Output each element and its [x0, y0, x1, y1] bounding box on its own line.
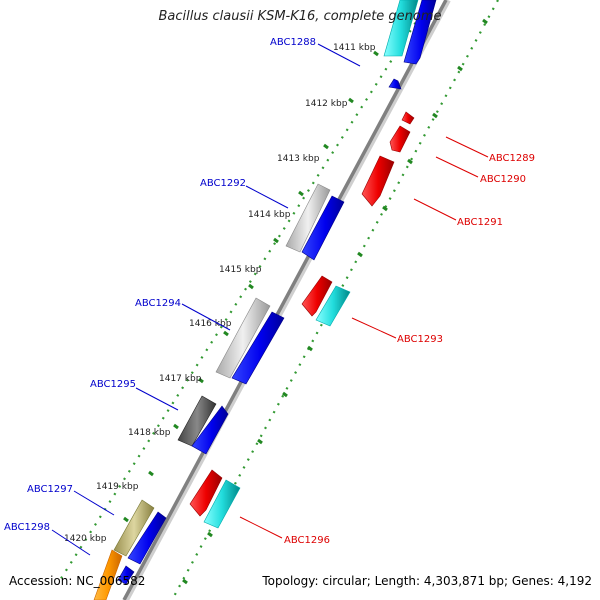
gene-label-abc1288[interactable]: ABC1288: [270, 37, 316, 48]
gene-abc1297-arrow[interactable]: [127, 511, 167, 565]
leader-line-abc1294: [181, 303, 231, 331]
genome-summary: Topology: circular; Length: 4,303,871 bp…: [262, 574, 592, 588]
leader-line-abc1291: [413, 198, 457, 221]
gene-label-abc1296[interactable]: ABC1296: [284, 535, 330, 546]
gene-abc1292-arrow[interactable]: [301, 195, 345, 261]
gene-abc1288-feature[interactable]: [383, 0, 419, 57]
gene-abc1293-arrow[interactable]: [315, 285, 351, 327]
kbp-label: 1416 kbp: [189, 319, 232, 329]
leader-line-abc1289: [445, 136, 489, 158]
tick-mark: [323, 143, 329, 150]
kbp-labels: 1411 kbp 1412 kbp 1413 kbp 1414 kbp 1415…: [64, 43, 376, 544]
tick-mark: [373, 50, 379, 57]
gene-labels: ABC1288 ABC1289 ABC1290 ABC1291 ABC1292 …: [4, 37, 535, 546]
tick-mark: [198, 377, 204, 384]
tick-mark: [307, 345, 313, 352]
tick-mark: [182, 578, 188, 585]
tick-mark: [482, 18, 488, 25]
gene-label-abc1290[interactable]: ABC1290: [480, 174, 526, 185]
leader-line-abc1293: [351, 317, 397, 339]
kbp-label: 1412 kbp: [305, 99, 348, 109]
kbp-label: 1414 kbp: [248, 210, 291, 220]
tick-mark: [282, 391, 288, 398]
kbp-label: 1411 kbp: [333, 43, 376, 53]
leader-line-abc1297: [73, 490, 115, 516]
genome-backbone-shadow: [123, 0, 451, 600]
gene-abc1298-arrow[interactable]: [117, 565, 135, 585]
gene-abc1294-feature[interactable]: [215, 297, 271, 379]
gene-label-abc1297[interactable]: ABC1297: [27, 484, 73, 495]
tick-mark: [273, 237, 279, 244]
tick-mark: [248, 283, 254, 290]
genome-backbone: [122, 0, 448, 600]
kbp-label: 1418 kbp: [128, 428, 171, 438]
kbp-label: 1417 kbp: [159, 374, 202, 384]
inner-dotted-circle: [59, 0, 431, 581]
tick-mark: [298, 190, 304, 197]
kbp-label: 1419 kbp: [96, 482, 139, 492]
tick-mark: [357, 251, 363, 258]
tick-mark: [257, 438, 263, 445]
tick-mark: [173, 423, 179, 430]
leader-line-abc1298: [51, 529, 91, 556]
tick-mark: [148, 470, 154, 477]
gene-abc1298-feature[interactable]: [93, 549, 123, 600]
leader-line-abc1292: [245, 185, 289, 209]
tick-mark: [348, 97, 354, 104]
gene-abc1288-arrow[interactable]: [403, 0, 437, 65]
tick-mark: [223, 330, 229, 337]
gene-label-abc1292[interactable]: ABC1292: [200, 178, 246, 189]
kbp-label: 1420 kbp: [64, 534, 107, 544]
gene-label-abc1289[interactable]: ABC1289: [489, 153, 535, 164]
tick-mark: [407, 158, 413, 165]
gene-abc1294-arrow[interactable]: [231, 311, 285, 385]
accession-label: Accession: NC_006582: [9, 574, 146, 588]
gene-abc1289-feature[interactable]: [401, 111, 415, 125]
gene-abc1296-arrow[interactable]: [203, 479, 241, 529]
gene-label-abc1291[interactable]: ABC1291: [457, 217, 503, 228]
leader-line-abc1296: [239, 516, 283, 539]
gene-abc1297-feature[interactable]: [113, 499, 155, 557]
gene-abc1290-feature[interactable]: [389, 125, 411, 153]
gene-abc1291-feature[interactable]: [361, 155, 395, 207]
gene-abc1295-arrow[interactable]: [191, 405, 229, 455]
gene-label-abc1298[interactable]: ABC1298: [4, 522, 50, 533]
tick-mark: [457, 65, 463, 72]
gene-abc1289-small-arrow[interactable]: [388, 78, 402, 90]
gene-abc1292-feature[interactable]: [285, 183, 331, 253]
gene-label-abc1294[interactable]: ABC1294: [135, 298, 181, 309]
gene-abc1296-feature[interactable]: [189, 469, 223, 517]
kbp-label: 1415 kbp: [219, 265, 262, 275]
tick-mark: [123, 516, 129, 523]
leader-lines: [51, 43, 489, 556]
tick-mark: [382, 205, 388, 212]
leader-line-abc1295: [135, 387, 179, 411]
gene-label-abc1293[interactable]: ABC1293: [397, 334, 443, 345]
leader-line-abc1290: [435, 156, 479, 178]
gene-features: [93, 0, 437, 600]
map-title: Bacillus clausii KSM-K16, complete genom…: [158, 9, 442, 24]
tick-mark: [207, 531, 213, 538]
leader-line-abc1288: [317, 43, 361, 67]
kbp-label: 1413 kbp: [277, 154, 320, 164]
gene-abc1293-feature[interactable]: [301, 275, 333, 317]
tick-mark: [432, 112, 438, 119]
gene-label-abc1295[interactable]: ABC1295: [90, 379, 136, 390]
tick-marks: [123, 18, 488, 585]
